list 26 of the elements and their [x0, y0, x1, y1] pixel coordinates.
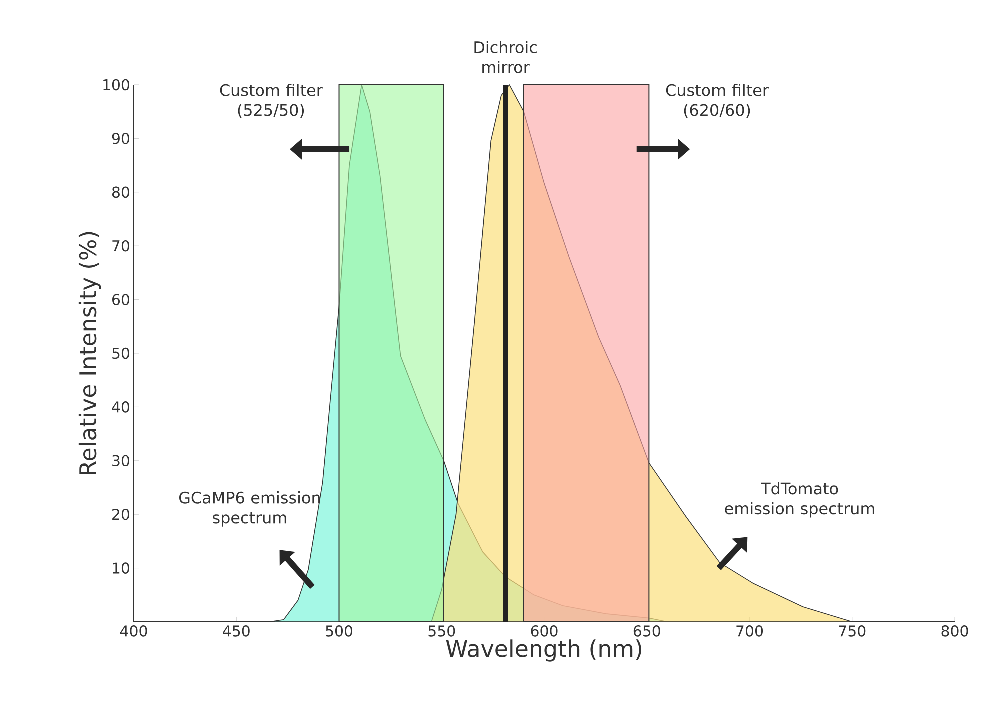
band-label: Custom filter (620/60) — [666, 84, 769, 118]
y-tick-label: 50 — [112, 348, 130, 360]
x-tick-label: 400 — [120, 626, 148, 637]
x-tick-label: 600 — [531, 626, 558, 637]
y-tick-label: 30 — [112, 455, 130, 467]
x-axis-title: Wavelength (nm) — [446, 640, 642, 662]
x-tick-label: 450 — [223, 626, 250, 637]
band-label: Custom filter (525/50) — [220, 84, 323, 118]
y-tick-label: 80 — [112, 186, 130, 198]
y-tick-label: 40 — [112, 402, 130, 413]
y-tick-label: 90 — [112, 133, 130, 144]
ref-line-label: Dichroic mirror — [474, 41, 537, 74]
y-tick-label: 70 — [112, 240, 130, 252]
y-tick-label: 60 — [112, 294, 130, 306]
x-tick-label: 800 — [942, 626, 968, 637]
y-axis-title: Relative Intensity (%) — [78, 232, 102, 474]
x-tick-label: 650 — [634, 626, 660, 637]
y-tick-label: 100 — [104, 79, 130, 91]
y-tick-label: 10 — [113, 562, 130, 574]
x-tick-label: 500 — [326, 626, 353, 637]
series-label: TdTomato emission spectrum — [725, 482, 874, 518]
series-label: GCaMP6 emission spectrum — [179, 492, 320, 527]
x-tick-label: 550 — [428, 626, 456, 637]
x-tick-label: 750 — [839, 626, 866, 637]
x-tick-label: 700 — [736, 626, 764, 637]
y-tick-label: 20 — [112, 508, 130, 520]
